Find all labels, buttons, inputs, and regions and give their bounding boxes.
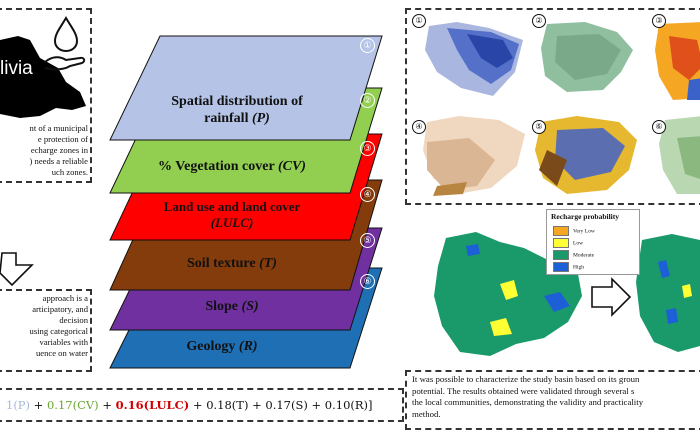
legend-swatch-low: [553, 238, 569, 248]
layer-number-2: ②: [360, 93, 375, 108]
approach-box: [0, 289, 92, 372]
conclusion-box: [405, 370, 700, 430]
down-arrow-icon: [0, 252, 34, 287]
layer-number-1: ①: [360, 38, 375, 53]
legend-item-moderate: Moderate: [553, 250, 594, 260]
layer-rainfall: [109, 35, 383, 141]
approach-text: approach is a articipatory, and decision…: [29, 293, 88, 358]
legend-item-high: High: [553, 262, 584, 272]
layer-number-6: ⑥: [360, 274, 375, 289]
formula-term-rest: + 0.18(T) + 0.17(S) + 0.10(R)]: [189, 398, 373, 412]
recharge-legend: Recharge probability Very Low Low Modera…: [546, 209, 640, 275]
formula-term-2: 0.17(CV): [46, 398, 99, 412]
layer-maps-box: [405, 8, 700, 205]
layer-label-soil-texture: Soil texture (T): [187, 256, 277, 271]
layer-label-rainfall: Spatial distribution of rainfall (P): [171, 94, 303, 126]
map-number-5: ⑤: [532, 120, 546, 134]
formula-plus-1: +: [30, 398, 47, 412]
recharge-formula: 1(P) + 0.17(CV) + 0.16(LULC) + 0.18(T) +…: [0, 389, 400, 421]
map-number-2: ②: [532, 14, 546, 28]
map-number-6: ⑥: [652, 120, 666, 134]
legend-title: Recharge probability: [551, 212, 619, 221]
layer-number-4: ④: [360, 187, 375, 202]
recharge-map-left: [434, 232, 582, 356]
water-hand-icon: [44, 16, 86, 71]
map-number-1: ①: [412, 14, 426, 28]
layer-maps: [423, 22, 700, 196]
map-number-4: ④: [412, 120, 426, 134]
map-number-3: ③: [652, 14, 666, 28]
layer-label-land-use: Land use and land cover (LULC): [163, 199, 301, 230]
layer-number-5: ⑤: [360, 233, 375, 248]
formula-box: [0, 388, 404, 422]
legend-swatch-very-low: [553, 226, 569, 236]
context-box: [0, 8, 92, 183]
formula-plus-2: +: [98, 398, 116, 412]
layer-label-vegetation: % Vegetation cover (CV): [158, 159, 306, 174]
formula-term-3: 0.16(LULC): [115, 398, 190, 412]
formula-term-1: 1(P): [6, 398, 31, 412]
bolivia-map: [0, 36, 86, 118]
legend-swatch-moderate: [553, 250, 569, 260]
layer-label-slope: Slope (S): [205, 299, 259, 314]
layer-label-geology: Geology (R): [186, 339, 258, 354]
layer-number-3: ③: [360, 141, 375, 156]
country-label: livia: [0, 58, 33, 79]
legend-item-very-low: Very Low: [553, 226, 595, 236]
legend-item-low: Low: [553, 238, 583, 248]
context-text: nt of a municipal e protection of echarg…: [29, 123, 88, 177]
right-arrow-icon: [591, 277, 632, 317]
legend-swatch-high: [553, 262, 569, 272]
conclusion-text: It was possible to characterize the stud…: [412, 374, 644, 419]
recharge-map-right: [636, 234, 700, 352]
layer-stack: [109, 35, 383, 369]
